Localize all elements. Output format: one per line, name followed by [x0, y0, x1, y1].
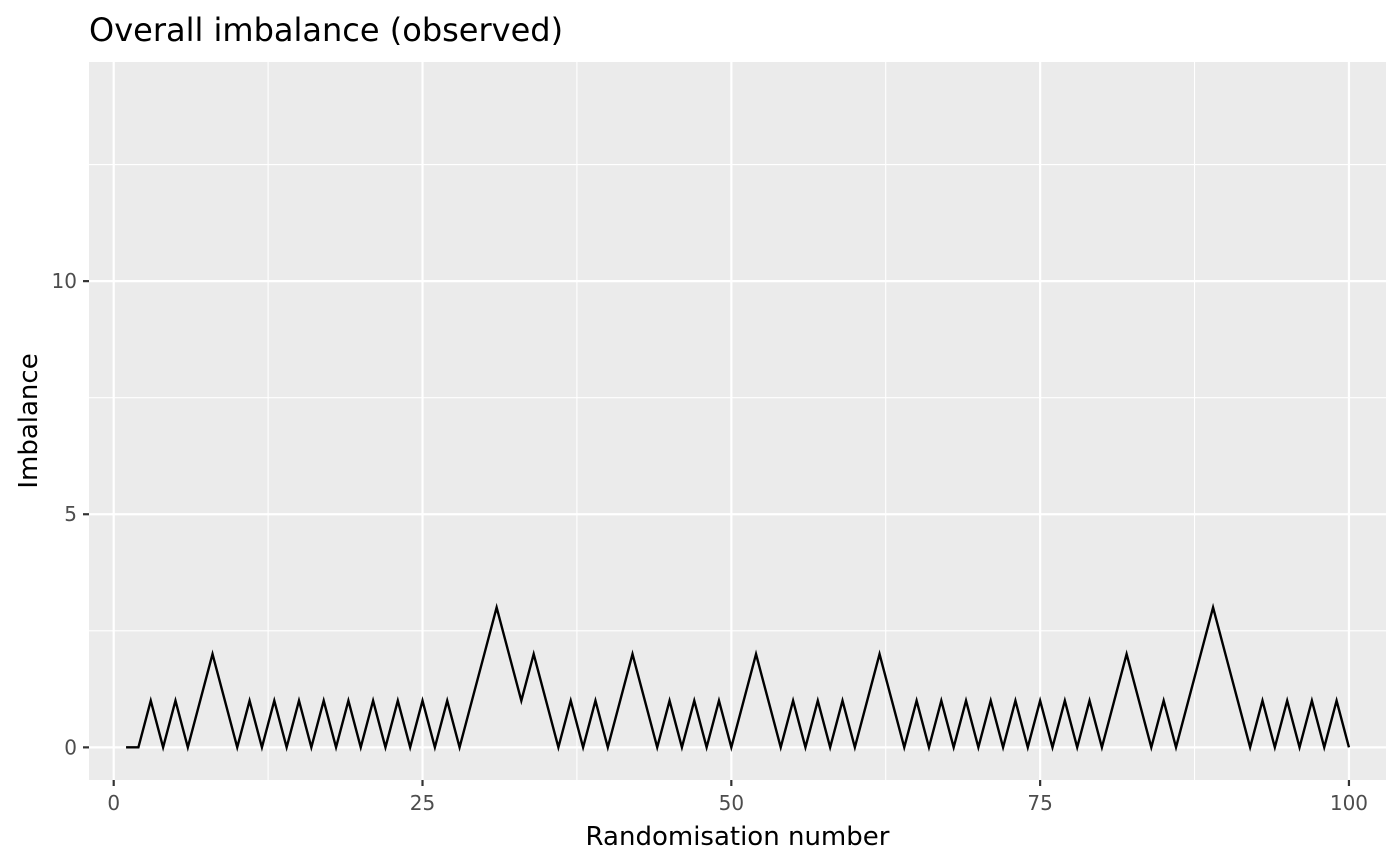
x-tick-label: 50: [719, 791, 744, 815]
x-axis: 0 25 50 75 100: [107, 780, 1368, 815]
y-axis: 0 5 10: [52, 269, 89, 759]
y-tick-label: 0: [64, 735, 77, 759]
x-tick-label: 0: [107, 791, 120, 815]
grid-major: [89, 62, 1386, 780]
grid-minor: [89, 62, 1386, 780]
series-line: [126, 602, 1351, 753]
chart-title: Overall imbalance (observed): [89, 11, 563, 49]
plot-panel: [89, 62, 1386, 780]
x-tick-label: 100: [1330, 791, 1368, 815]
x-axis-title: Randomisation number: [586, 822, 890, 852]
series-layer: [126, 602, 1351, 753]
y-tick-label: 5: [64, 502, 77, 526]
x-tick-label: 25: [410, 791, 435, 815]
y-axis-title: Imbalance: [14, 353, 44, 488]
y-tick-label: 10: [52, 269, 77, 293]
x-tick-label: 75: [1027, 791, 1052, 815]
